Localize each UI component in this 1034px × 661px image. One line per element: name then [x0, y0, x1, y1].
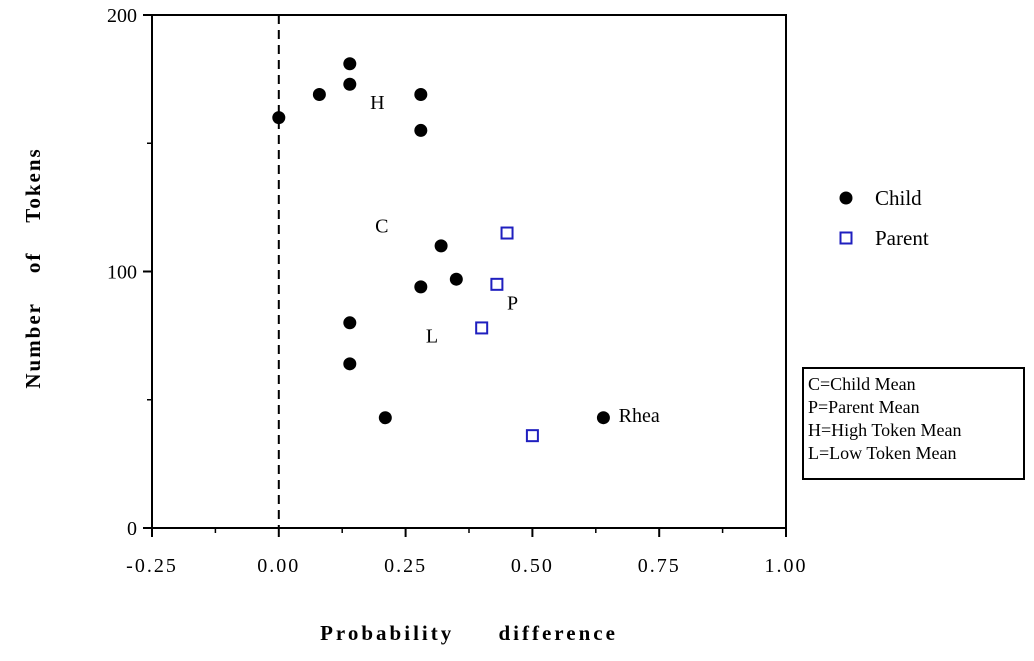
annotation-label: P — [507, 292, 518, 314]
child-data-point — [343, 57, 357, 71]
parent-data-point — [490, 277, 504, 291]
parent-data-point — [500, 226, 514, 240]
child-data-point — [272, 111, 286, 125]
child-data-point — [312, 88, 326, 102]
legend-marker-parent — [839, 231, 853, 245]
x-tick-label: 1.00 — [765, 555, 808, 577]
child-data-point — [414, 88, 428, 102]
x-tick-label: -0.25 — [126, 555, 178, 577]
x-tick-label: 0.75 — [638, 555, 681, 577]
y-axis-title: Number of Tokens — [21, 147, 45, 388]
x-tick-label: 0.25 — [384, 555, 427, 577]
child-data-point — [343, 316, 357, 330]
child-data-point — [378, 411, 392, 425]
annotation-label: L — [426, 326, 438, 348]
key-box-line: C=Child Mean — [808, 374, 916, 394]
child-data-point — [343, 357, 357, 371]
legend-label: Child — [875, 186, 922, 210]
annotation-label: H — [370, 92, 384, 114]
key-box — [802, 367, 1025, 480]
annotation-label: C — [375, 215, 388, 237]
y-tick-label: 200 — [107, 5, 137, 27]
parent-data-point — [525, 429, 539, 443]
x-tick-label: 0.50 — [511, 555, 554, 577]
y-tick-label: 0 — [127, 518, 137, 540]
child-data-point — [434, 239, 448, 253]
key-box-line: H=High Token Mean — [808, 420, 962, 440]
parent-data-point — [475, 321, 489, 335]
child-data-point — [414, 280, 428, 294]
y-tick-label: 100 — [107, 262, 137, 284]
child-data-point — [596, 411, 610, 425]
legend-label: Parent — [875, 226, 929, 250]
key-box-line: L=Low Token Mean — [808, 443, 957, 463]
key-box-line: P=Parent Mean — [808, 397, 920, 417]
child-data-point — [343, 77, 357, 91]
plot-frame — [151, 14, 787, 529]
x-axis-title: Probability difference — [320, 621, 618, 645]
child-data-point — [414, 123, 428, 137]
x-tick-label: 0.00 — [257, 555, 300, 577]
child-data-point — [449, 272, 463, 286]
legend-marker-child — [839, 191, 853, 205]
annotation-label: Rhea — [619, 405, 660, 427]
